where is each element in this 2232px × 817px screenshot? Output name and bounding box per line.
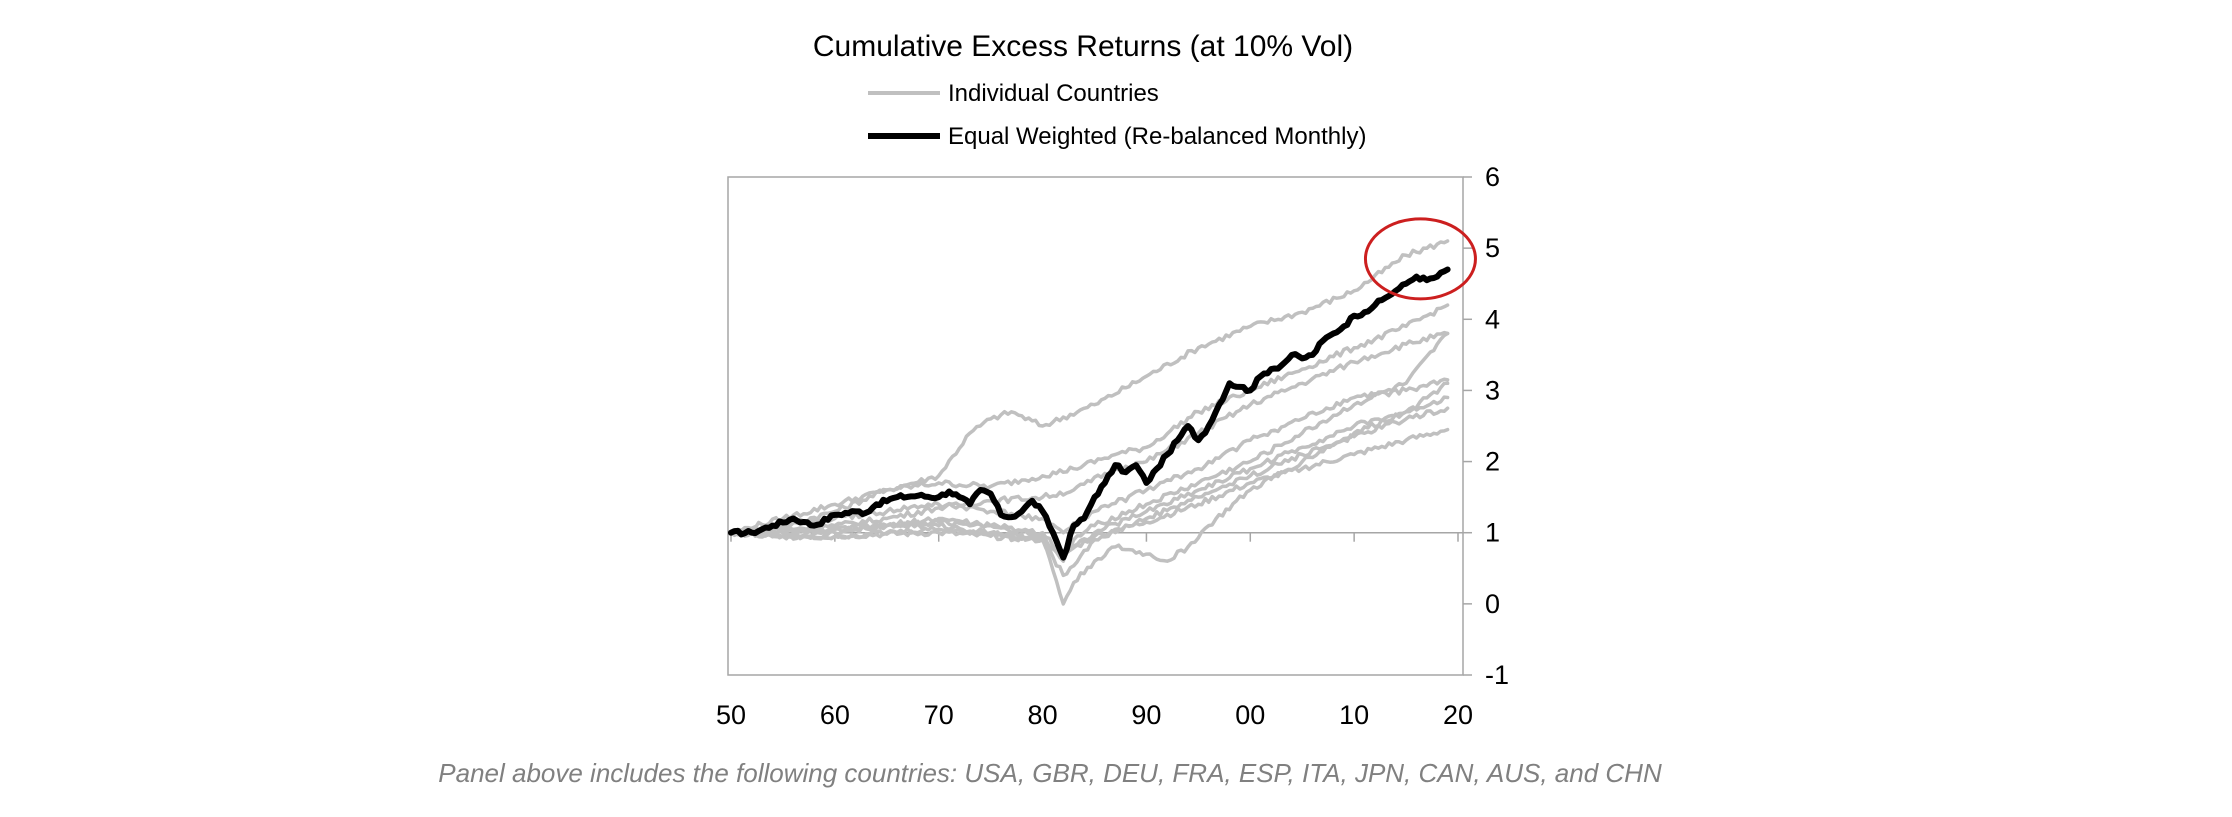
chart-title: Cumulative Excess Returns (at 10% Vol) bbox=[813, 30, 1353, 63]
x-tick-label: 70 bbox=[924, 700, 954, 730]
country-line bbox=[729, 395, 1450, 556]
y-tick-label: 1 bbox=[1485, 518, 1500, 548]
x-tick-label: 00 bbox=[1235, 700, 1265, 730]
country-line bbox=[729, 381, 1450, 606]
y-tick-label: 0 bbox=[1485, 589, 1500, 619]
country-line bbox=[729, 239, 1450, 537]
legend-label-individual: Individual Countries bbox=[948, 80, 1159, 107]
legend-label-equal-weighted: Equal Weighted (Re-balanced Monthly) bbox=[948, 123, 1366, 150]
plot-area bbox=[727, 176, 1464, 676]
x-tick-label: 80 bbox=[1028, 700, 1058, 730]
y-tick-label: 2 bbox=[1485, 447, 1500, 477]
y-tick-label: 4 bbox=[1485, 304, 1500, 334]
x-tick-label: 60 bbox=[820, 700, 850, 730]
y-tick-label: 3 bbox=[1485, 375, 1500, 405]
x-tick-label: 50 bbox=[716, 700, 746, 730]
y-tick-label: 5 bbox=[1485, 233, 1500, 263]
country-line bbox=[729, 330, 1450, 537]
y-axis: 6 5 4 3 2 1 0 -1 bbox=[1463, 162, 1509, 690]
country-line bbox=[729, 303, 1450, 535]
equal-weighted-series-group bbox=[728, 266, 1451, 561]
x-tick-label: 10 bbox=[1339, 700, 1369, 730]
chart-caption: Panel above includes the following count… bbox=[438, 758, 1662, 788]
y-tick-label: 6 bbox=[1485, 162, 1500, 192]
country-line bbox=[729, 377, 1450, 537]
highlight-circle bbox=[1363, 217, 1477, 301]
country-line bbox=[729, 427, 1450, 556]
country-series-group bbox=[729, 239, 1450, 606]
highlight-group bbox=[1363, 217, 1477, 301]
x-tick-label: 90 bbox=[1131, 700, 1161, 730]
x-tick-label: 20 bbox=[1443, 700, 1473, 730]
equal-weighted-line bbox=[728, 266, 1451, 561]
y-tick-label: -1 bbox=[1485, 660, 1509, 690]
country-line bbox=[729, 406, 1450, 578]
